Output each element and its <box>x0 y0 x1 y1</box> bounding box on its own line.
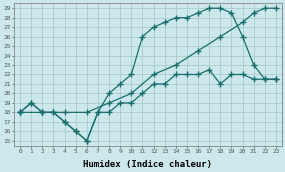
X-axis label: Humidex (Indice chaleur): Humidex (Indice chaleur) <box>84 159 213 169</box>
